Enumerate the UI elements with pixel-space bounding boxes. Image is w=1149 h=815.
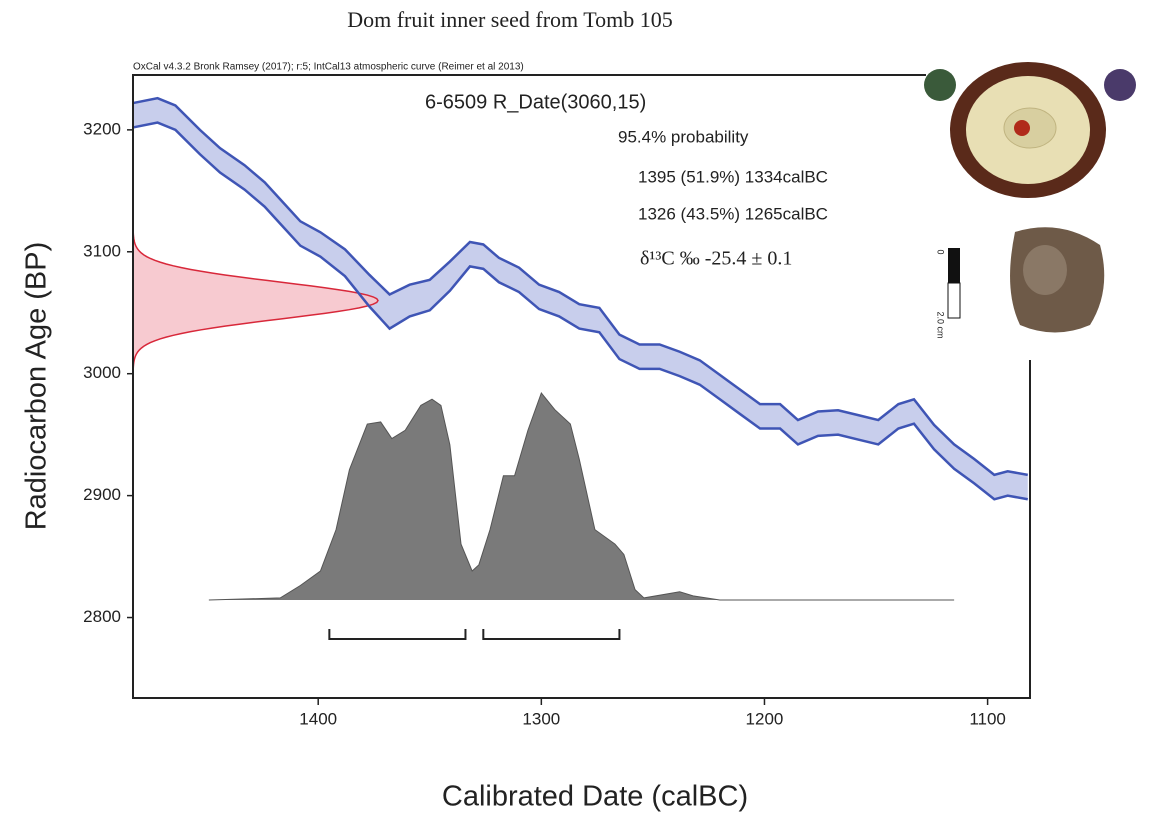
scale-bar-black	[948, 248, 960, 283]
bead	[1104, 69, 1136, 101]
y-tick-label: 3000	[83, 363, 121, 382]
scale-bar-label: 2.0 cm	[936, 311, 946, 338]
curve-upper	[132, 96, 1028, 477]
chart-title: Dom fruit inner seed from Tomb 105	[347, 7, 673, 32]
posterior-fill	[208, 393, 955, 600]
range-bracket	[482, 629, 621, 640]
probability-label: 95.4% probability	[618, 127, 749, 146]
posterior	[208, 391, 955, 601]
scale-bar-white	[947, 282, 961, 319]
range-label: 1395 (51.9%) 1334calBC	[638, 167, 828, 186]
seed-mark	[1014, 120, 1030, 136]
plot-area: 2800 2900 3000 3100 3200 1400 1300 1200 1100	[83, 74, 1031, 728]
x-tick-label: 1300	[522, 709, 560, 728]
scale-bar-label: 0	[936, 249, 946, 254]
y-tick-label: 2800	[83, 607, 121, 626]
x-tick-label: 1200	[746, 709, 784, 728]
y-tick-label: 3100	[83, 241, 121, 260]
x-axis-label: Calibrated Date (calBC)	[442, 781, 748, 813]
axes-frame	[132, 74, 1031, 699]
y-tick-label: 2900	[83, 485, 121, 504]
isotope-label: δ¹³C ‰ -25.4 ± 0.1	[640, 248, 792, 270]
x-tick-label: 1400	[299, 709, 337, 728]
y-axis-label: Radiocarbon Age (BP)	[21, 242, 53, 531]
seed-hollow	[1023, 245, 1067, 295]
x-tick-label: 1100	[969, 709, 1006, 728]
bead	[924, 69, 956, 101]
radiocarbon-date	[132, 226, 379, 375]
photos: 0 2.0 cm	[924, 58, 1149, 358]
range-bracket	[328, 629, 467, 640]
sample-label: 6-6509 R_Date(3060,15)	[425, 91, 646, 113]
header: OxCal v4.3.2 Bronk Ramsey (2017); r:5; I…	[133, 62, 524, 73]
curve-lower	[132, 121, 1028, 501]
y-tick-label: 3200	[83, 119, 121, 138]
range-label: 1326 (43.5%) 1265calBC	[638, 204, 828, 223]
